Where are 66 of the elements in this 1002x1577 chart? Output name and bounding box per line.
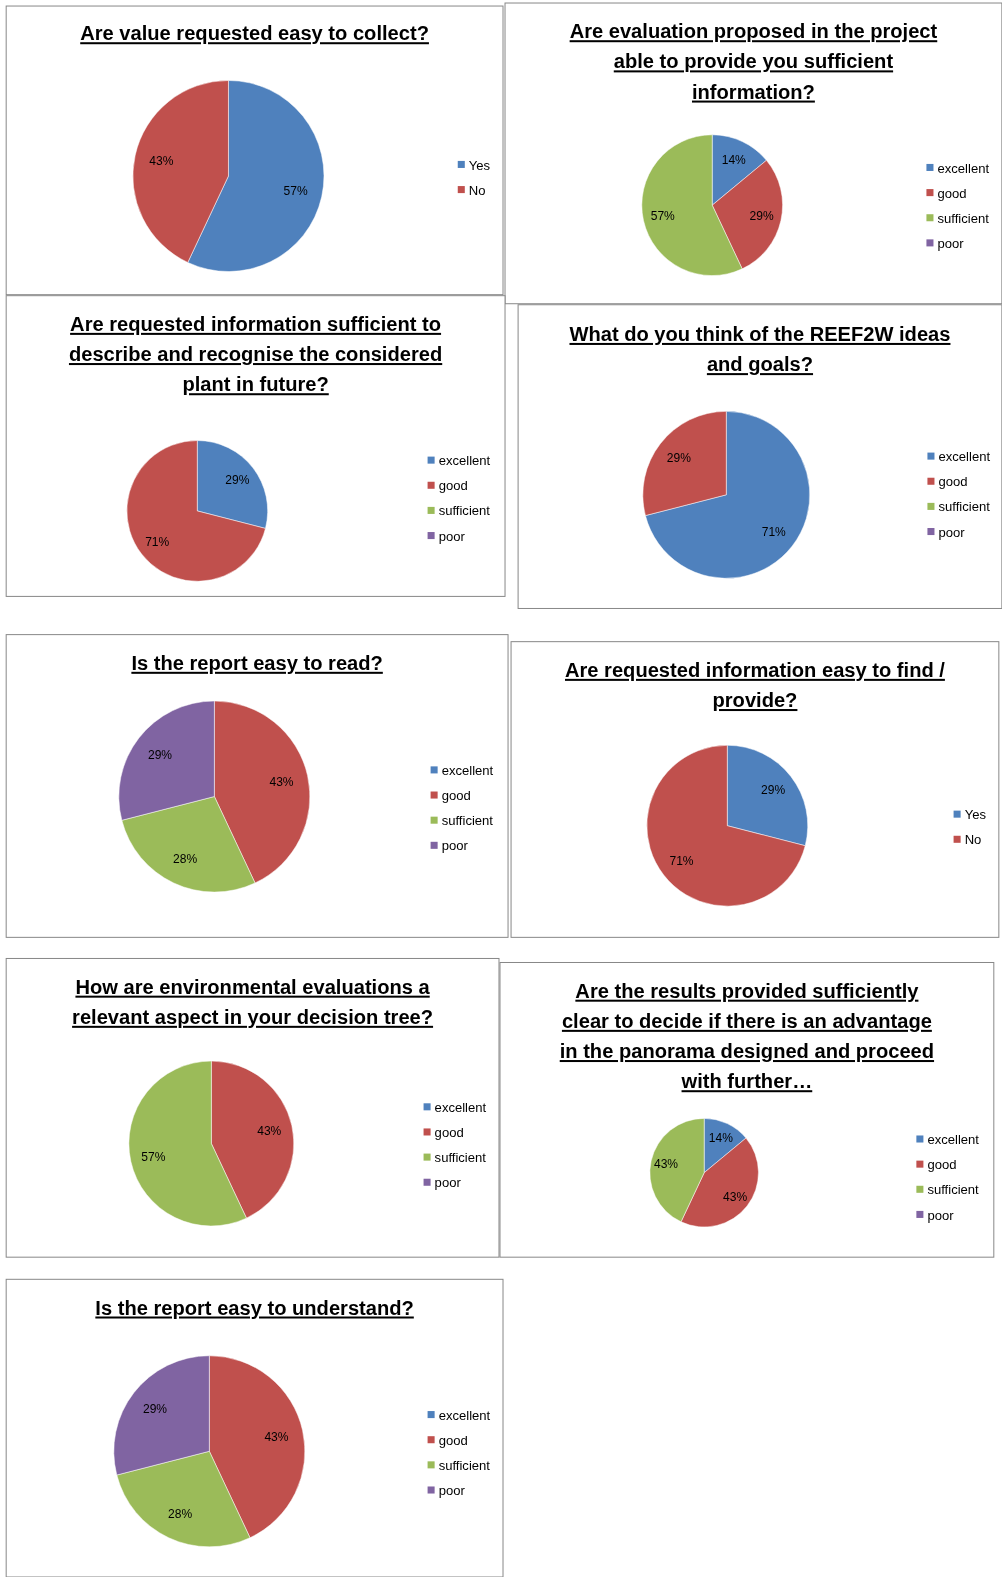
legend-label: Yes xyxy=(468,157,491,173)
data-label: 43% xyxy=(257,1123,282,1138)
data-label: 28% xyxy=(167,1506,193,1521)
data-label: 43% xyxy=(653,1157,679,1172)
legend-label: good xyxy=(434,1125,464,1141)
legend-label: excellent xyxy=(927,1132,980,1148)
legend-label: sufficient xyxy=(438,503,491,519)
legend-label: sufficient xyxy=(434,1150,487,1166)
legend-label: poor xyxy=(441,838,469,854)
legend-label: No xyxy=(468,182,486,198)
data-label: 57% xyxy=(650,209,676,224)
legend-label: sufficient xyxy=(438,1457,491,1473)
data-label: 57% xyxy=(141,1149,166,1164)
chart-title: Are the results provided sufficiently clear to decide if there is an advantage in the panorama designed and proceed with further… xyxy=(559,979,935,1093)
chart-title: Is the report easy to understand? xyxy=(95,1296,414,1319)
pie-slice xyxy=(646,745,806,907)
legend-label: poor xyxy=(434,1175,462,1191)
legend-label: excellent xyxy=(434,1099,487,1115)
data-label: 43% xyxy=(264,1429,289,1444)
legend-label: excellent xyxy=(938,449,991,465)
legend-label: sufficient xyxy=(937,210,990,226)
pie-slice xyxy=(126,440,266,582)
chart-title: Are value requested easy to collect? xyxy=(80,22,429,45)
chart-title: Are requested information easy to find / provide? xyxy=(564,658,946,712)
legend-label: good xyxy=(937,185,967,201)
legend-label: excellent xyxy=(438,453,491,469)
data-label: 28% xyxy=(173,852,198,867)
data-label: 43% xyxy=(722,1189,748,1204)
legend-label: sufficient xyxy=(927,1182,980,1198)
legend-label: excellent xyxy=(441,762,494,778)
chart-title: Are evaluation proposed in the project able to provide you sufficient information? xyxy=(569,20,938,103)
legend-label: good xyxy=(938,474,968,490)
data-label: 29% xyxy=(666,451,692,466)
legend-label: No xyxy=(964,832,982,848)
legend-label: sufficient xyxy=(938,499,991,515)
data-label: 29% xyxy=(147,747,173,762)
legend-label: Yes xyxy=(964,807,987,823)
data-label: 29% xyxy=(749,209,775,224)
legend-label: good xyxy=(438,1432,468,1448)
data-label: 29% xyxy=(761,783,786,798)
data-label: 29% xyxy=(225,473,250,488)
data-label: 29% xyxy=(142,1402,168,1417)
data-label: 57% xyxy=(283,184,308,199)
data-label: 14% xyxy=(708,1130,734,1145)
legend-label: good xyxy=(927,1157,957,1173)
chart-title: Are requested information sufficient to describe and recognise the considered plant in future? xyxy=(68,312,443,396)
data-label: 14% xyxy=(721,152,747,167)
legend-label: poor xyxy=(438,528,466,544)
data-label: 71% xyxy=(761,524,787,539)
chart-title: What do you think of the REEF2W ideas and goals? xyxy=(569,322,951,376)
legend-label: poor xyxy=(927,1207,955,1223)
legend-label: excellent xyxy=(438,1407,491,1423)
data-label: 43% xyxy=(149,154,174,169)
legend-label: poor xyxy=(938,524,966,540)
legend-label: excellent xyxy=(937,160,990,176)
legend-label: sufficient xyxy=(441,813,494,829)
legend-label: good xyxy=(438,478,468,494)
chart-title: Is the report easy to read? xyxy=(131,651,383,674)
data-label: 71% xyxy=(669,854,694,869)
data-label: 43% xyxy=(269,774,294,789)
legend-label: good xyxy=(441,788,471,804)
legend-label: poor xyxy=(438,1483,466,1499)
chart-title: How are environmental evaluations a relevant aspect in your decision tree? xyxy=(72,975,434,1028)
legend-label: poor xyxy=(937,235,965,251)
pie-slice xyxy=(645,411,810,579)
data-label: 71% xyxy=(145,535,170,550)
